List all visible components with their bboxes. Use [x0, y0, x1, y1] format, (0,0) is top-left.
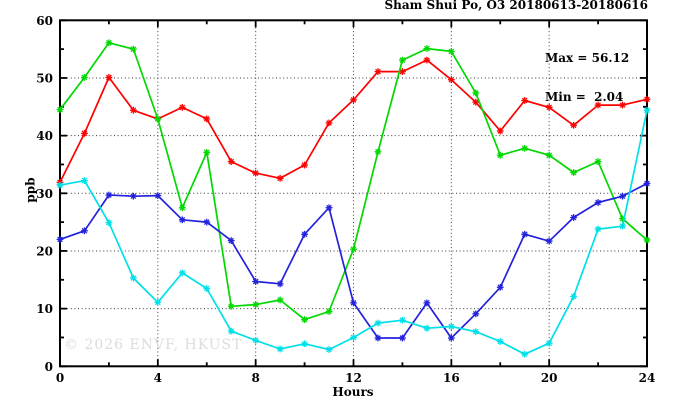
y-axis-label: ppb [23, 177, 38, 203]
x-tick-label: 12 [345, 371, 362, 385]
x-tick-label: 8 [251, 371, 259, 385]
series-blue-line [59, 182, 648, 339]
y-tick-label: 50 [36, 71, 53, 85]
y-tick-label: 30 [36, 187, 53, 201]
y-tick-label: 0 [45, 360, 53, 374]
series-cyan-markers [56, 106, 651, 358]
watermark: © 2026 ENVF, HKUST [64, 337, 243, 353]
y-tick-label: 10 [36, 302, 53, 316]
series-blue-markers [56, 180, 651, 342]
max-value-label: Max = 56.12 [545, 51, 630, 65]
y-tick-label: 40 [36, 129, 53, 143]
x-tick-label: 16 [443, 371, 460, 385]
series-red-markers [56, 56, 651, 186]
series-green-markers [56, 39, 651, 323]
y-tick-label: 20 [36, 244, 53, 258]
x-tick-label: 0 [56, 371, 64, 385]
chart-title: Sham Shui Po, O3 20180613-20180616 [384, 0, 648, 12]
series-green [56, 39, 651, 323]
x-axis-label: Hours [332, 385, 374, 399]
tick-labels: 0 10 20 30 40 50 60 0 4 8 12 16 20 24 [36, 14, 655, 385]
x-tick-label: 24 [639, 371, 656, 385]
min-value-label: Min = 2.04 [545, 90, 624, 104]
stats-annotation: Max = 56.12 Min = 2.04 [545, 26, 629, 130]
series-blue [56, 180, 651, 342]
plot-border [59, 19, 648, 368]
x-tick-label: 4 [154, 371, 162, 385]
x-tick-label: 20 [541, 371, 558, 385]
y-tick-label: 60 [36, 14, 53, 28]
series-cyan [56, 106, 651, 358]
